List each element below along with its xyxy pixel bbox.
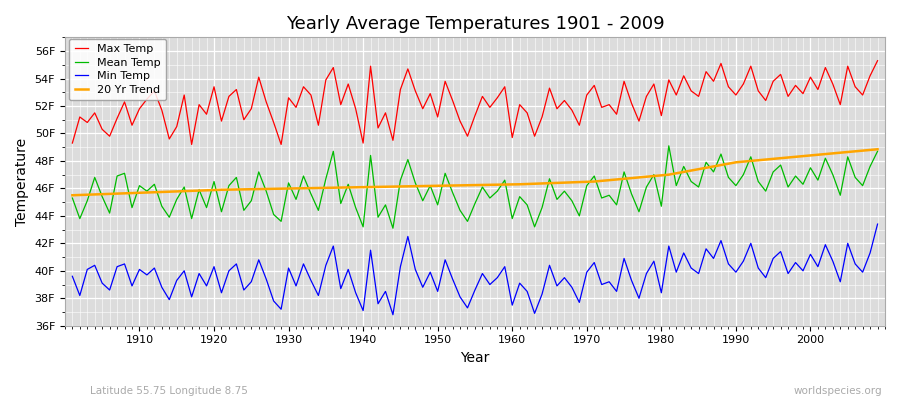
Line: Max Temp: Max Temp (72, 61, 878, 144)
Mean Temp (663, 144, 674, 148)
Min Temp (507, 303, 517, 308)
Line: Mean Temp: Mean Temp (72, 146, 878, 228)
Min Temp (514, 281, 525, 286)
Min Temp (291, 284, 302, 288)
X-axis label: Year: Year (460, 351, 490, 365)
Mean Temp (388, 226, 399, 231)
Max Temp (514, 102, 525, 107)
Mean Temp (507, 216, 517, 221)
20 Yr Trend (507, 182, 517, 187)
Max Temp (604, 102, 615, 107)
Mean Temp (336, 201, 346, 206)
Max Temp (343, 82, 354, 86)
Line: Min Temp: Min Temp (72, 224, 878, 315)
Legend: Max Temp, Mean Temp, Min Temp, 20 Yr Trend: Max Temp, Mean Temp, Min Temp, 20 Yr Tre… (69, 39, 166, 100)
Min Temp (604, 279, 615, 284)
Max Temp (186, 142, 197, 147)
Min Temp (67, 274, 77, 279)
Max Temp (298, 84, 309, 89)
Mean Temp (514, 194, 525, 199)
Mean Temp (67, 196, 77, 200)
Mean Temp (604, 193, 615, 198)
20 Yr Trend (500, 182, 510, 187)
Max Temp (507, 135, 517, 140)
Y-axis label: Temperature: Temperature (15, 138, 29, 226)
Min Temp (336, 286, 346, 291)
Min Temp (127, 284, 138, 288)
20 Yr Trend (67, 193, 77, 198)
20 Yr Trend (336, 185, 346, 190)
Max Temp (872, 58, 883, 63)
Min Temp (388, 312, 399, 317)
20 Yr Trend (597, 178, 608, 183)
Max Temp (67, 141, 77, 146)
20 Yr Trend (127, 191, 138, 196)
20 Yr Trend (291, 186, 302, 191)
Mean Temp (291, 197, 302, 202)
20 Yr Trend (872, 147, 883, 152)
Text: Latitude 55.75 Longitude 8.75: Latitude 55.75 Longitude 8.75 (90, 386, 248, 396)
Text: worldspecies.org: worldspecies.org (794, 386, 882, 396)
Max Temp (127, 123, 138, 128)
Mean Temp (872, 149, 883, 154)
Mean Temp (127, 205, 138, 210)
Min Temp (872, 222, 883, 226)
Line: 20 Yr Trend: 20 Yr Trend (72, 149, 878, 195)
Title: Yearly Average Temperatures 1901 - 2009: Yearly Average Temperatures 1901 - 2009 (285, 15, 664, 33)
